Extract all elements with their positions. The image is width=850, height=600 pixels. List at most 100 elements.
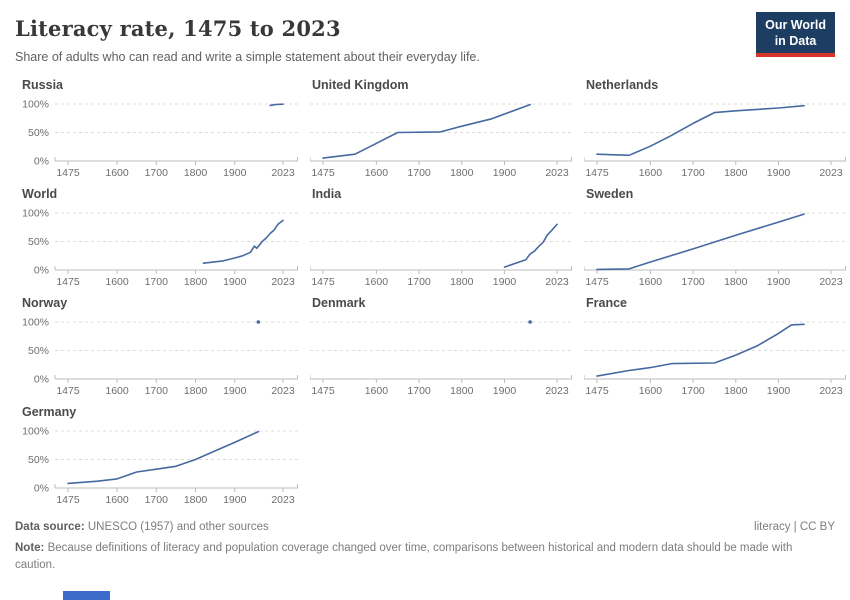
owid-logo[interactable]: Our World in Data [756, 12, 835, 58]
svg-text:100%: 100% [22, 317, 49, 329]
series-line [503, 223, 558, 268]
svg-text:1800: 1800 [724, 167, 748, 179]
facet-chart-sweden[interactable]: 1475 1600 1700 1800 1900 2023 [584, 207, 846, 289]
svg-text:1475: 1475 [56, 276, 80, 288]
facet-chart-world[interactable]: 1475 1600 1700 1800 1900 2023 100% 50% 0% [15, 207, 298, 289]
svg-text:1600: 1600 [639, 385, 663, 397]
svg-text:1900: 1900 [767, 167, 791, 179]
svg-text:2023: 2023 [545, 167, 569, 179]
facet-title: France [586, 296, 627, 310]
svg-text:1600: 1600 [365, 167, 389, 179]
facet-denmark: Denmark 1475 1600 1700 1800 1900 2023 [310, 296, 572, 398]
facet-norway: Norway 1475 1600 1700 1800 1900 2023 100% 50% 0% [15, 296, 298, 398]
series-line [67, 430, 260, 485]
facet-title: Russia [22, 78, 63, 92]
svg-text:0%: 0% [34, 265, 49, 277]
facet-chart-united-kingdom[interactable]: 1475 1600 1700 1800 1900 2023 [310, 98, 572, 180]
svg-text:1800: 1800 [724, 385, 748, 397]
svg-text:2023: 2023 [545, 276, 569, 288]
svg-text:1700: 1700 [681, 276, 705, 288]
data-source-text: UNESCO (1957) and other sources [84, 521, 269, 533]
svg-text:1600: 1600 [105, 167, 129, 179]
svg-text:1700: 1700 [145, 385, 169, 397]
facet-title: Netherlands [586, 78, 659, 92]
svg-text:1800: 1800 [184, 167, 208, 179]
facet-chart-netherlands[interactable]: 1475 1600 1700 1800 1900 2023 [584, 98, 846, 180]
svg-text:1475: 1475 [56, 167, 80, 179]
data-source-line: Data source: UNESCO (1957) and other sou… [15, 521, 269, 533]
facet-title: Norway [22, 296, 68, 310]
svg-text:1600: 1600 [639, 167, 663, 179]
series-line [269, 103, 284, 107]
svg-text:2023: 2023 [271, 167, 295, 179]
facet-title: United Kingdom [312, 78, 409, 92]
svg-text:1900: 1900 [223, 385, 247, 397]
facet-chart-denmark[interactable]: 1475 1600 1700 1800 1900 2023 [310, 316, 572, 398]
svg-text:1700: 1700 [681, 385, 705, 397]
svg-text:2023: 2023 [271, 276, 295, 288]
svg-text:1900: 1900 [493, 276, 517, 288]
svg-text:1700: 1700 [145, 494, 169, 506]
svg-text:1475: 1475 [311, 385, 335, 397]
svg-text:50%: 50% [28, 236, 49, 248]
svg-text:1600: 1600 [105, 385, 129, 397]
svg-text:1475: 1475 [585, 276, 609, 288]
facet-netherlands: Netherlands 1475 1600 1700 1800 1900 2023 [584, 78, 846, 180]
facet-germany: Germany 1475 1600 1700 1800 1900 2023 100% 50% 0% [15, 405, 298, 507]
svg-text:50%: 50% [28, 454, 49, 466]
svg-text:100%: 100% [22, 99, 49, 111]
data-source-label: Data source: [15, 521, 85, 533]
svg-text:0%: 0% [34, 483, 49, 495]
svg-text:1700: 1700 [681, 167, 705, 179]
svg-text:1700: 1700 [407, 385, 431, 397]
svg-text:1800: 1800 [184, 385, 208, 397]
page-title: Literacy rate, 1475 to 2023 [15, 16, 341, 41]
svg-text:1475: 1475 [311, 167, 335, 179]
owid-logo-line1: Our World [765, 18, 826, 32]
facet-france: France 1475 1600 1700 1800 1900 2023 [584, 296, 846, 398]
svg-text:1475: 1475 [311, 276, 335, 288]
svg-text:100%: 100% [22, 426, 49, 438]
svg-text:1600: 1600 [105, 494, 129, 506]
bottom-partial-element [63, 591, 110, 600]
svg-text:1600: 1600 [105, 276, 129, 288]
svg-text:1700: 1700 [145, 167, 169, 179]
facet-chart-norway[interactable]: 1475 1600 1700 1800 1900 2023 100% 50% 0% [15, 316, 298, 398]
svg-text:1900: 1900 [493, 385, 517, 397]
svg-text:2023: 2023 [271, 494, 295, 506]
chart-header: Literacy rate, 1475 to 2023 Share of adu… [0, 0, 850, 64]
chart-footer: Data source: UNESCO (1957) and other sou… [15, 521, 835, 575]
facet-chart-russia[interactable]: 1475 1600 1700 1800 1900 2023 100% 50% 0% [15, 98, 298, 180]
svg-text:2023: 2023 [545, 385, 569, 397]
svg-text:1600: 1600 [365, 385, 389, 397]
note-text: Because definitions of literacy and popu… [15, 542, 793, 572]
facet-united-kingdom: United Kingdom 1475 1600 1700 1800 1900 2023 [310, 78, 572, 180]
facet-chart-france[interactable]: 1475 1600 1700 1800 1900 2023 [584, 316, 846, 398]
svg-text:0%: 0% [34, 374, 49, 386]
svg-text:1900: 1900 [767, 276, 791, 288]
facet-title: Germany [22, 405, 77, 419]
facet-chart-india[interactable]: 1475 1600 1700 1800 1900 2023 [310, 207, 572, 289]
note-label: Note: [15, 542, 45, 554]
facet-title: Denmark [312, 296, 366, 310]
svg-text:1800: 1800 [450, 276, 474, 288]
series-line [596, 213, 805, 271]
owid-logo-line2: in Data [774, 33, 817, 48]
svg-text:1900: 1900 [767, 385, 791, 397]
facet-india: India 1475 1600 1700 1800 1900 2023 [310, 187, 572, 289]
facet-title: India [312, 187, 342, 201]
series-point [256, 320, 261, 324]
facet-russia: Russia 1475 1600 1700 1800 1900 2023 100% 50% 0% [15, 78, 298, 180]
series-line [202, 219, 284, 265]
svg-text:100%: 100% [22, 208, 49, 220]
svg-text:1475: 1475 [56, 494, 80, 506]
facet-chart-germany[interactable]: 1475 1600 1700 1800 1900 2023 100% 50% 0% [15, 425, 298, 507]
svg-text:2023: 2023 [271, 385, 295, 397]
svg-text:1475: 1475 [585, 167, 609, 179]
svg-text:50%: 50% [28, 345, 49, 357]
svg-text:1600: 1600 [365, 276, 389, 288]
license-link[interactable]: literacy | CC BY [754, 521, 835, 533]
svg-text:2023: 2023 [819, 167, 843, 179]
svg-text:1600: 1600 [639, 276, 663, 288]
